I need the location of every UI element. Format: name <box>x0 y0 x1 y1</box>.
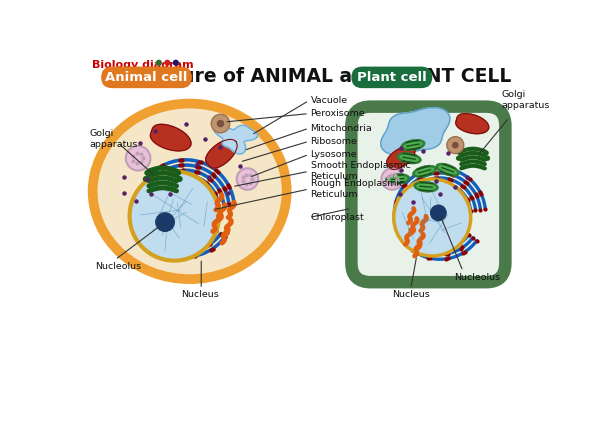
Circle shape <box>211 114 230 133</box>
Text: Golgi
apparatus: Golgi apparatus <box>501 90 550 110</box>
Text: Mitochondria: Mitochondria <box>310 124 372 132</box>
Circle shape <box>484 151 488 155</box>
Text: Ribosome: Ribosome <box>310 137 357 146</box>
Ellipse shape <box>414 181 438 192</box>
Text: Lysosome: Lysosome <box>310 150 357 159</box>
Polygon shape <box>456 113 489 134</box>
Circle shape <box>394 179 471 256</box>
Text: Nucleolus: Nucleolus <box>453 273 500 282</box>
Ellipse shape <box>397 152 421 164</box>
Polygon shape <box>381 108 450 155</box>
Polygon shape <box>214 125 258 154</box>
Circle shape <box>177 177 182 181</box>
Circle shape <box>447 137 464 154</box>
Text: Nucleolus: Nucleolus <box>95 262 141 271</box>
Circle shape <box>453 142 458 148</box>
Text: Peroxisome: Peroxisome <box>310 109 365 118</box>
Ellipse shape <box>412 165 436 178</box>
Circle shape <box>156 60 162 66</box>
Circle shape <box>173 60 179 66</box>
Ellipse shape <box>401 139 425 151</box>
Polygon shape <box>387 146 415 169</box>
Text: Nucleus: Nucleus <box>181 290 219 299</box>
Ellipse shape <box>438 165 457 174</box>
Text: Smooth Endoplasmic
Reticulum: Smooth Endoplasmic Reticulum <box>310 161 410 181</box>
Text: Structure of ANIMAL and PLANT CELL: Structure of ANIMAL and PLANT CELL <box>116 68 512 86</box>
Ellipse shape <box>386 174 410 184</box>
Circle shape <box>457 156 461 160</box>
Circle shape <box>485 156 490 160</box>
Text: Chloroplast: Chloroplast <box>310 213 364 222</box>
Circle shape <box>145 171 150 175</box>
Polygon shape <box>151 124 191 151</box>
Text: Plant cell: Plant cell <box>357 71 427 84</box>
Ellipse shape <box>399 155 419 162</box>
Polygon shape <box>206 139 237 168</box>
Circle shape <box>126 146 151 171</box>
Circle shape <box>130 171 219 261</box>
Circle shape <box>217 120 223 126</box>
Ellipse shape <box>415 168 435 175</box>
Circle shape <box>458 151 462 155</box>
Text: Golgi
apparatus: Golgi apparatus <box>89 129 138 149</box>
Text: Vacuole: Vacuole <box>310 96 348 105</box>
Text: Biology diagram: Biology diagram <box>92 61 193 71</box>
Text: Nucleus: Nucleus <box>392 290 430 299</box>
Circle shape <box>176 171 181 175</box>
Ellipse shape <box>92 103 286 279</box>
Circle shape <box>431 205 446 220</box>
FancyBboxPatch shape <box>351 107 506 282</box>
Text: Rough Endoplasmic
Reticulum: Rough Endoplasmic Reticulum <box>310 179 404 199</box>
FancyBboxPatch shape <box>101 67 192 88</box>
Circle shape <box>143 177 148 181</box>
Circle shape <box>237 168 258 190</box>
FancyBboxPatch shape <box>351 67 432 88</box>
Ellipse shape <box>403 142 423 149</box>
Text: Animal cell: Animal cell <box>105 71 188 84</box>
Ellipse shape <box>436 163 460 176</box>
Circle shape <box>164 60 170 66</box>
Ellipse shape <box>387 176 408 182</box>
Circle shape <box>156 213 174 231</box>
Ellipse shape <box>416 184 436 190</box>
Circle shape <box>381 168 403 190</box>
